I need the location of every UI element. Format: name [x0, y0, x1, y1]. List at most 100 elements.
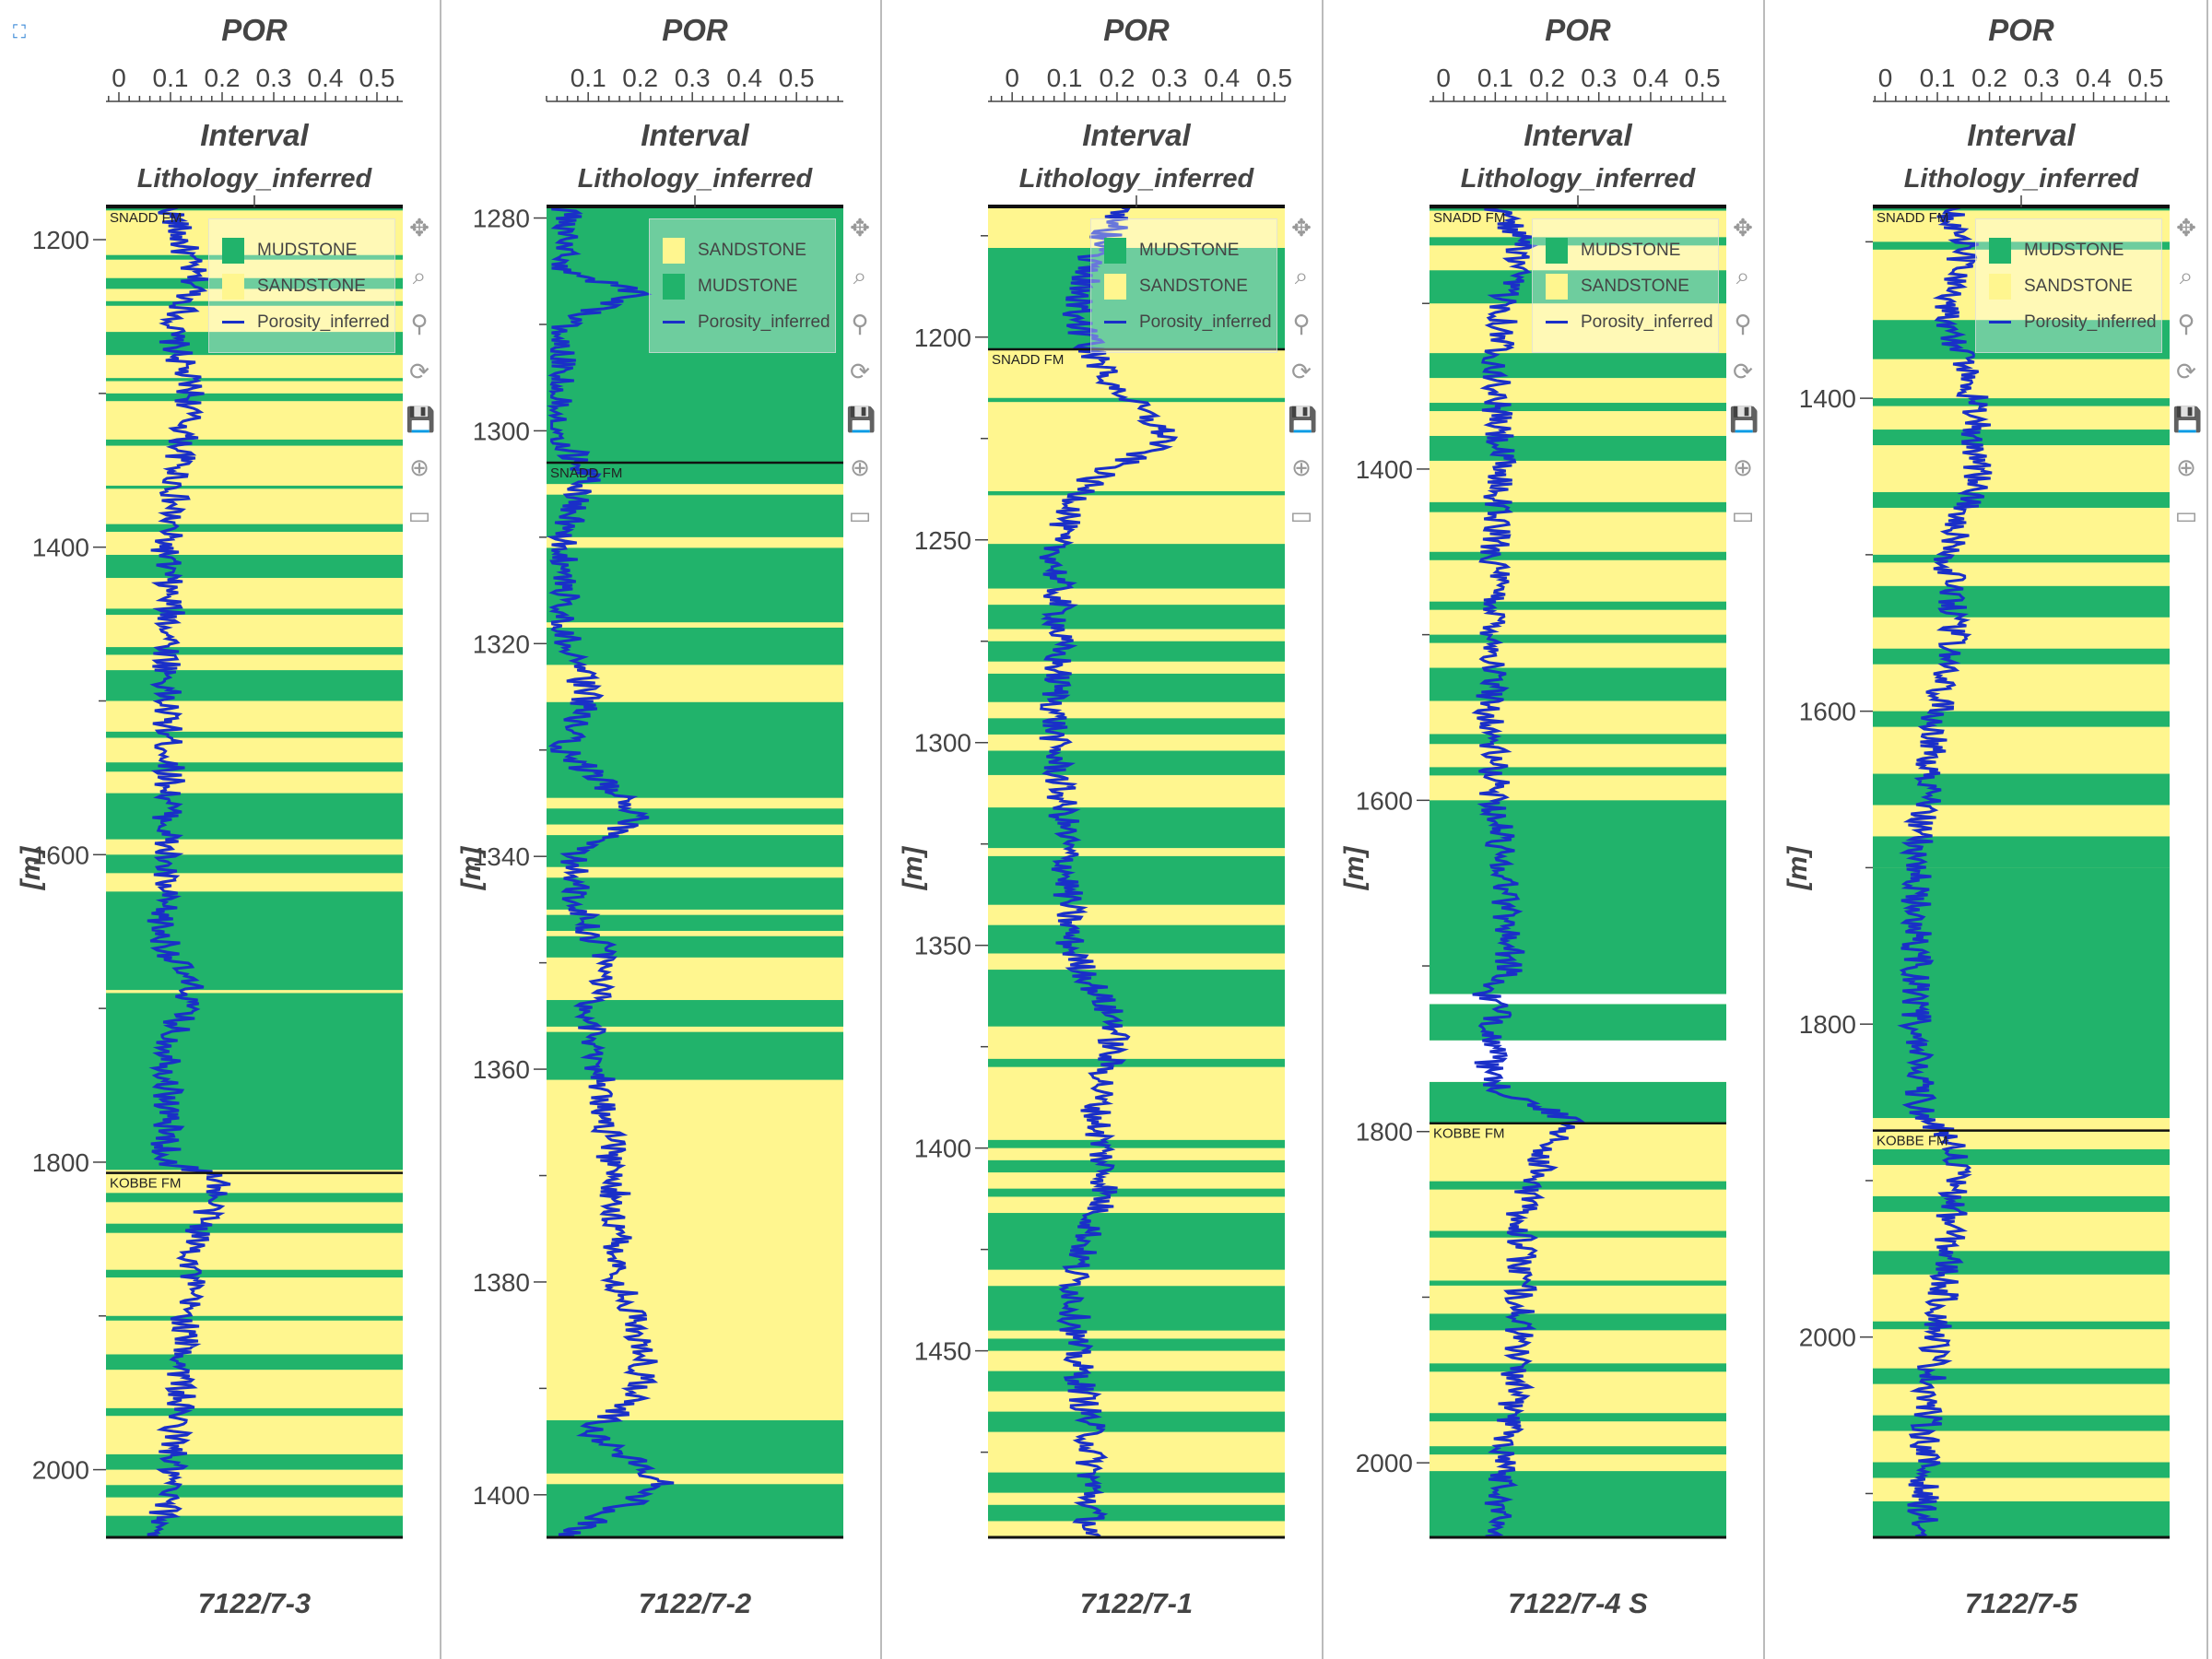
well-log-plot[interactable]: SNADD FM 0 0.1 0.2 0.3 0.4 0.5 1200 1250 1300 1350… [882, 0, 1324, 1659]
wheel-zoom-icon[interactable]: ⚲ [410, 310, 429, 337]
well-name: 7122/7-1 [1079, 1587, 1194, 1619]
lithology-interval [106, 393, 403, 402]
x-tick-label: 0.2 [1971, 64, 2007, 92]
chart-subtitle: Interval [1967, 118, 2076, 152]
well-name: 7122/7-4 S [1508, 1587, 1648, 1619]
wheel-zoom-icon[interactable]: ⚲ [851, 310, 869, 337]
save-icon[interactable]: 💾 [1729, 406, 1759, 433]
crosshair-icon[interactable]: ⊕ [409, 453, 429, 481]
legend-swatch [222, 237, 244, 264]
lithology-interval [106, 608, 403, 616]
pan-icon[interactable]: ✥ [2176, 214, 2196, 241]
lithology-interval [106, 854, 403, 874]
x-tick-label: 0.5 [1685, 64, 1721, 92]
pan-icon[interactable]: ✥ [1733, 214, 1753, 241]
y-tick-label: 1800 [1799, 1010, 1856, 1039]
lithology-interval [1873, 711, 2170, 727]
chart-subtitle: Interval [641, 118, 749, 152]
hover-icon[interactable]: ▭ [848, 501, 872, 529]
y-tick-label: 1350 [914, 932, 971, 960]
legend-label: Porosity_inferred [2024, 312, 2157, 332]
lithology-interval [106, 731, 403, 738]
reset-icon[interactable]: ⟳ [1291, 358, 1312, 385]
y-tick-label: 1400 [473, 1481, 530, 1510]
x-tick-label: 0.3 [675, 64, 711, 92]
lithology-interval [1430, 1446, 1726, 1455]
pan-icon[interactable]: ✥ [1291, 214, 1312, 241]
box-zoom-icon[interactable]: ⌕ [1735, 262, 1750, 289]
legend-item: Porosity_inferred [1546, 304, 1718, 340]
box-zoom-icon[interactable]: ⌕ [1294, 262, 1309, 289]
lithology-interval [1430, 1280, 1726, 1286]
lithology-interval [106, 439, 403, 446]
reset-icon[interactable]: ⟳ [2176, 358, 2196, 385]
lithology-interval [988, 1504, 1285, 1522]
reset-icon[interactable]: ⟳ [1733, 358, 1753, 385]
well-panel: POR Interval Lithology_inferred [m] 7122… [441, 0, 882, 1659]
box-zoom-icon[interactable]: ⌕ [2179, 262, 2194, 289]
reset-icon[interactable]: ⟳ [409, 358, 429, 385]
wheel-zoom-icon[interactable]: ⚲ [1734, 310, 1752, 337]
legend-item: MUDSTONE [1989, 232, 2161, 268]
crosshair-icon[interactable]: ⊕ [850, 453, 870, 481]
y-tick-label: 1600 [32, 841, 89, 869]
box-zoom-icon[interactable]: ⌕ [853, 262, 867, 289]
save-icon[interactable]: 💾 [846, 406, 877, 433]
well-panel: POR Interval Lithology_inferred [m] 7122… [0, 0, 441, 1659]
lithology-interval [1430, 501, 1726, 512]
lithology-interval [988, 1139, 1285, 1148]
lithology-interval [106, 378, 403, 382]
lithology-interval [1430, 237, 1726, 246]
lithology-interval [1873, 207, 2170, 211]
y-tick-label: 1300 [473, 417, 530, 445]
lithology-interval [547, 1473, 843, 1485]
hover-icon[interactable]: ▭ [407, 501, 431, 529]
lithology-interval [547, 930, 843, 936]
lithology-interval [988, 1411, 1285, 1432]
hover-icon[interactable]: ▭ [1731, 501, 1755, 529]
plot-toolbar: ✥ ⌕ ⚲ ⟳ 💾 ⊕ ▭ [406, 214, 436, 549]
wheel-zoom-icon[interactable]: ⚲ [2177, 310, 2195, 337]
box-zoom-icon[interactable]: ⌕ [412, 262, 427, 289]
formation-top-label: SNADD FM [1433, 210, 1505, 226]
well-log-plot[interactable]: SNADD FM KOBBE FM 0 0.1 0.2 0.3 0.4 0.5 1400 1600… [1324, 0, 1765, 1659]
crosshair-icon[interactable]: ⊕ [1733, 453, 1753, 481]
save-icon[interactable]: 💾 [1288, 406, 1318, 433]
well-log-plot[interactable]: SNADD FM KOBBE FM 0 0.1 0.2 0.3 0.4 0.5 1200 1400… [0, 0, 441, 1659]
expand-icon[interactable]: ⛶ [13, 22, 26, 42]
wheel-zoom-icon[interactable]: ⚲ [1292, 310, 1311, 337]
hover-icon[interactable]: ▭ [1289, 501, 1313, 529]
formation-top-label: SNADD FM [1877, 210, 1948, 226]
well-log-plot[interactable]: SNADD FM 0.1 0.2 0.3 0.4 0.5 1280 1300 1320 1340 1… [441, 0, 882, 1659]
legend-label: MUDSTONE [1139, 240, 1240, 260]
x-tick-label: 0.1 [1477, 64, 1513, 92]
crosshair-icon[interactable]: ⊕ [2176, 453, 2196, 481]
legend-swatch [1989, 273, 2011, 300]
y-tick-label: 1600 [1356, 786, 1413, 815]
lithology-interval [106, 254, 403, 260]
well-log-plot[interactable]: SNADD FM KOBBE FM 0 0.1 0.2 0.3 0.4 0.5 1400 1600… [1767, 0, 2208, 1659]
lithology-interval [1430, 435, 1726, 461]
lithology-interval [1873, 1195, 2170, 1212]
lithology-interval [988, 1058, 1285, 1067]
y-tick-label: 1380 [473, 1268, 530, 1297]
save-icon[interactable]: 💾 [2172, 406, 2203, 433]
crosshair-icon[interactable]: ⊕ [1291, 453, 1312, 481]
legend-label: SANDSTONE [257, 276, 366, 296]
lithology-interval [988, 641, 1285, 662]
lithology-interval [106, 332, 403, 356]
lithology-interval [988, 605, 1285, 629]
lithology-interval [1873, 648, 2170, 665]
legend-item: MUDSTONE [663, 268, 835, 304]
y-tick-label: 1600 [1799, 698, 1856, 726]
pan-icon[interactable]: ✥ [850, 214, 870, 241]
save-icon[interactable]: 💾 [406, 406, 436, 433]
lithology-interval [988, 544, 1285, 589]
x-tick-label: 0.4 [1632, 64, 1668, 92]
reset-icon[interactable]: ⟳ [850, 358, 870, 385]
lithology-interval [547, 1026, 843, 1032]
lithology-interval [988, 924, 1285, 954]
legend: MUDSTONE SANDSTONE Porosity_inferred [1532, 218, 1719, 353]
pan-icon[interactable]: ✥ [409, 214, 429, 241]
hover-icon[interactable]: ▭ [2174, 501, 2198, 529]
